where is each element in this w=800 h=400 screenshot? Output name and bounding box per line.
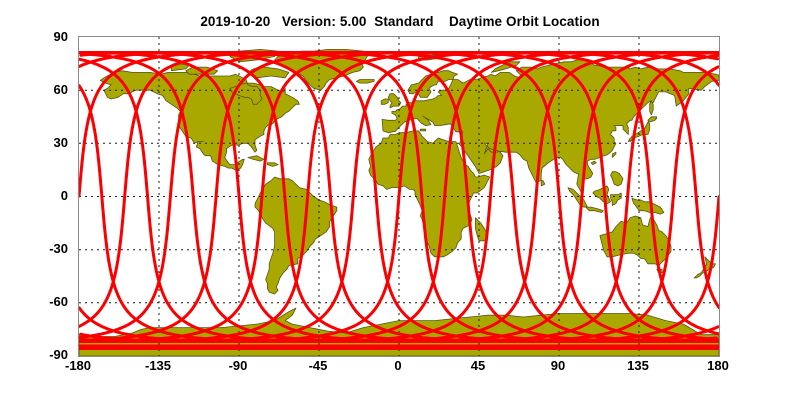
orbit-track-2 — [79, 51, 609, 342]
orbit-track-10 — [340, 51, 719, 342]
land-uk — [387, 93, 402, 109]
land-sakhalin — [649, 100, 654, 116]
page-title: 2019-10-20 Version: 5.00 Standard Daytim… — [200, 14, 600, 29]
orbit-track-11 — [386, 51, 719, 342]
orbit-track-12 — [79, 51, 426, 342]
x-tick-label-180: 180 — [707, 358, 729, 373]
orbit-polar-band-south-inner — [79, 344, 719, 350]
land-philippines — [610, 171, 624, 187]
land-sicily — [419, 128, 427, 132]
y-tick-label-90: 90 — [53, 29, 68, 44]
land-hainan — [590, 160, 597, 165]
plot-canvas — [79, 37, 719, 356]
orbit-track-13 — [477, 54, 719, 342]
land-srilanka — [540, 180, 546, 187]
x-tick-label-45: 45 — [470, 358, 486, 373]
orbit-track-9 — [79, 84, 289, 342]
y-tick-label-0: 0 — [60, 188, 68, 203]
x-tick-label-90: 90 — [550, 358, 566, 373]
orbit-polar-band-south — [79, 338, 719, 343]
orbit-track-9 — [294, 51, 719, 342]
y-tick-label-30: 30 — [53, 135, 68, 150]
y-tick-label-60: 60 — [53, 82, 68, 97]
orbit-track-11 — [80, 52, 380, 342]
y-tick-label-m60: -60 — [49, 294, 68, 309]
land-newguinea — [631, 197, 665, 215]
land-newzealand — [693, 256, 716, 279]
orbit-track-13 — [79, 51, 472, 342]
land-novaya — [490, 61, 521, 73]
orbit-polar-band-north — [79, 51, 719, 55]
x-tick-label-m135: -135 — [144, 358, 172, 373]
orbit-track-8 — [248, 51, 719, 342]
orbit-track-layer — [79, 51, 719, 350]
orbit-track-7 — [203, 51, 719, 342]
y-tick-label-m90: -90 — [49, 347, 68, 362]
x-tick-label-135: 135 — [627, 358, 649, 373]
land-hispaniola — [266, 162, 279, 167]
orbit-track-14 — [523, 65, 719, 342]
orbit-track-12 — [431, 51, 719, 342]
land-taiwan — [611, 151, 617, 158]
land-samerica — [254, 176, 338, 295]
orbit-track-14 — [79, 51, 517, 342]
orbit-track-1 — [568, 195, 719, 342]
y-tick-label-m30: -30 — [49, 241, 68, 256]
plot-area — [78, 36, 720, 357]
x-tick-label-m45: -45 — [308, 358, 328, 373]
land-cuba — [247, 155, 265, 162]
land-iceland — [355, 79, 375, 84]
world-map-with-orbit-tracks — [79, 37, 719, 356]
land-hokkaido_n — [647, 116, 658, 123]
land-ireland — [380, 98, 389, 105]
land-java — [585, 206, 604, 213]
x-tick-label-0: 0 — [394, 358, 402, 373]
orbit-track-10 — [79, 57, 334, 342]
x-tick-label-m90: -90 — [228, 358, 248, 373]
x-tick-label-m180: -180 — [64, 358, 92, 373]
